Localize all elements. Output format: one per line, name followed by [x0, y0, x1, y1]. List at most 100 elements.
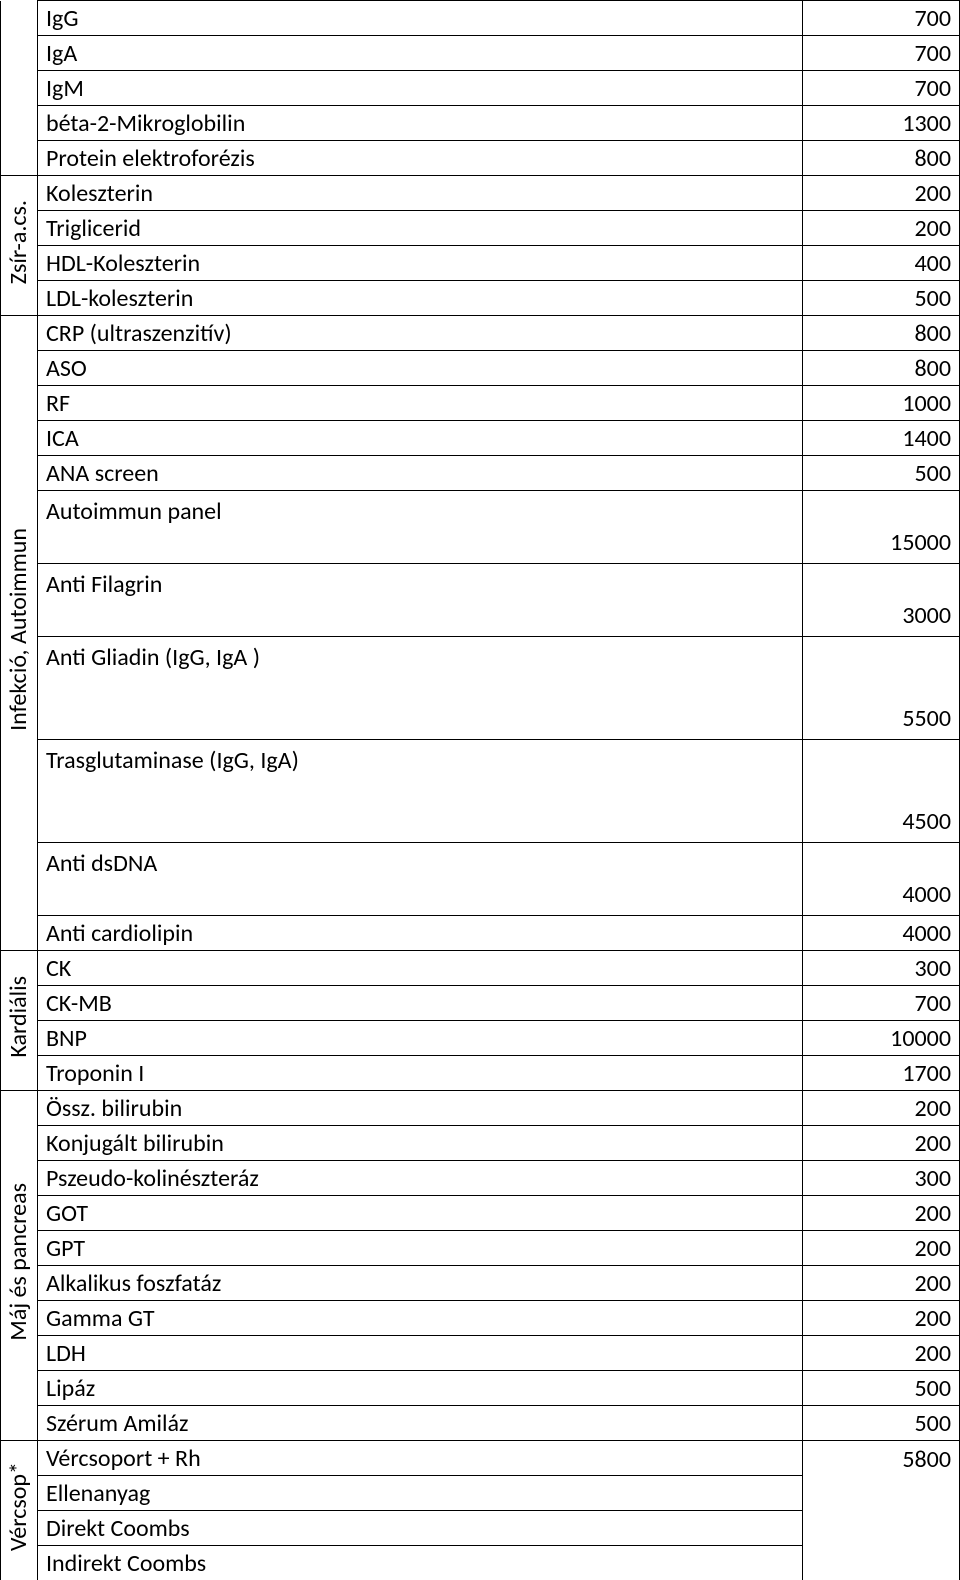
table-row: CK-MB 700: [1, 986, 960, 1021]
table-row: GPT 200: [1, 1231, 960, 1266]
row-name: HDL-Koleszterin: [38, 246, 803, 281]
table-row: RF 1000: [1, 386, 960, 421]
row-name: Ellenanyag: [38, 1476, 803, 1511]
category-label: Máj és pancreas: [7, 1183, 31, 1341]
row-value: 500: [803, 456, 960, 491]
table-row: IgG 700: [1, 1, 960, 36]
row-name: Trasglutaminase (IgG, IgA): [38, 740, 803, 843]
row-name: Konjugált bilirubin: [38, 1126, 803, 1161]
row-name: Vércsoport + Rh: [38, 1441, 803, 1476]
row-name: Koleszterin: [38, 176, 803, 211]
table-row: Máj és pancreas Össz. bilirubin 200: [1, 1091, 960, 1126]
row-value: 5800: [803, 1441, 960, 1580]
table-row: IgA 700: [1, 36, 960, 71]
row-value: 4500: [803, 740, 960, 843]
table-row: Troponin I 1700: [1, 1056, 960, 1091]
table-row: Anti cardiolipin 4000: [1, 916, 960, 951]
row-name: Szérum Amiláz: [38, 1406, 803, 1441]
row-value: 800: [803, 316, 960, 351]
row-value: 400: [803, 246, 960, 281]
row-value: 10000: [803, 1021, 960, 1056]
table-row: GOT 200: [1, 1196, 960, 1231]
table-row: Lipáz 500: [1, 1371, 960, 1406]
row-value: 1300: [803, 106, 960, 141]
row-value: 500: [803, 1371, 960, 1406]
row-name: Triglicerid: [38, 211, 803, 246]
row-name: ASO: [38, 351, 803, 386]
row-value: 700: [803, 986, 960, 1021]
row-name: IgG: [38, 1, 803, 36]
row-value: 15000: [803, 491, 960, 564]
row-name: Autoimmun panel: [38, 491, 803, 564]
row-name: Pszeudo-kolinészteráz: [38, 1161, 803, 1196]
table-row: LDH 200: [1, 1336, 960, 1371]
row-name: Troponin I: [38, 1056, 803, 1091]
row-value: 200: [803, 1196, 960, 1231]
table-row: béta-2-Mikroglobilin 1300: [1, 106, 960, 141]
category-label: Infekció, Autoimmun: [7, 528, 31, 731]
table-row: Alkalikus foszfatáz 200: [1, 1266, 960, 1301]
row-value: 4000: [803, 843, 960, 916]
row-value: 5500: [803, 637, 960, 740]
table-row: Autoimmun panel 15000: [1, 491, 960, 564]
row-value: 1400: [803, 421, 960, 456]
row-value: 200: [803, 1126, 960, 1161]
row-value: 500: [803, 1406, 960, 1441]
table-row: Konjugált bilirubin 200: [1, 1126, 960, 1161]
table-row: Protein elektroforézis 800: [1, 141, 960, 176]
row-value: 1700: [803, 1056, 960, 1091]
row-value: 200: [803, 1231, 960, 1266]
row-value: 4000: [803, 916, 960, 951]
row-name: CK: [38, 951, 803, 986]
row-name: Anti Filagrin: [38, 564, 803, 637]
row-value: 300: [803, 1161, 960, 1196]
category-label: Zsír-a.cs.: [7, 200, 31, 284]
row-name: RF: [38, 386, 803, 421]
row-name: GOT: [38, 1196, 803, 1231]
row-value: 700: [803, 1, 960, 36]
table-row: BNP 10000: [1, 1021, 960, 1056]
row-value: 800: [803, 141, 960, 176]
row-value: 200: [803, 1301, 960, 1336]
row-name: CRP (ultraszenzitív): [38, 316, 803, 351]
row-name: CK-MB: [38, 986, 803, 1021]
row-value: 200: [803, 211, 960, 246]
row-name: BNP: [38, 1021, 803, 1056]
row-name: LDH: [38, 1336, 803, 1371]
row-name: ANA screen: [38, 456, 803, 491]
row-name: GPT: [38, 1231, 803, 1266]
row-name: Protein elektroforézis: [38, 141, 803, 176]
table-row: HDL-Koleszterin 400: [1, 246, 960, 281]
row-name: Direkt Coombs: [38, 1511, 803, 1546]
lab-price-table: IgG 700 IgA 700 IgM 700 béta-2-Mikroglob…: [0, 0, 960, 1580]
table-row: Triglicerid 200: [1, 211, 960, 246]
row-name: Alkalikus foszfatáz: [38, 1266, 803, 1301]
table-row: Trasglutaminase (IgG, IgA) 4500: [1, 740, 960, 843]
row-value: 1000: [803, 386, 960, 421]
row-name: Lipáz: [38, 1371, 803, 1406]
row-value: 700: [803, 71, 960, 106]
table-row: Anti Filagrin 3000: [1, 564, 960, 637]
table-row: Anti Gliadin (IgG, IgA ) 5500: [1, 637, 960, 740]
row-name: Össz. bilirubin: [38, 1091, 803, 1126]
table-row: Infekció, Autoimmun CRP (ultraszenzitív)…: [1, 316, 960, 351]
row-value: 300: [803, 951, 960, 986]
row-name: IgM: [38, 71, 803, 106]
table-row: Pszeudo-kolinészteráz 300: [1, 1161, 960, 1196]
table-row: ICA 1400: [1, 421, 960, 456]
row-value: 500: [803, 281, 960, 316]
row-name: IgA: [38, 36, 803, 71]
row-value: 3000: [803, 564, 960, 637]
row-value: 200: [803, 1091, 960, 1126]
category-cell-top: [1, 1, 38, 176]
category-zsir: Zsír-a.cs.: [1, 176, 38, 316]
table-row: LDL-koleszterin 500: [1, 281, 960, 316]
category-kardialis: Kardiális: [1, 951, 38, 1091]
category-maj: Máj és pancreas: [1, 1091, 38, 1441]
table-row: Kardiális CK 300: [1, 951, 960, 986]
row-name: béta-2-Mikroglobilin: [38, 106, 803, 141]
row-value: 800: [803, 351, 960, 386]
category-label: Kardiális: [7, 976, 31, 1058]
row-name: ICA: [38, 421, 803, 456]
row-value: 200: [803, 176, 960, 211]
